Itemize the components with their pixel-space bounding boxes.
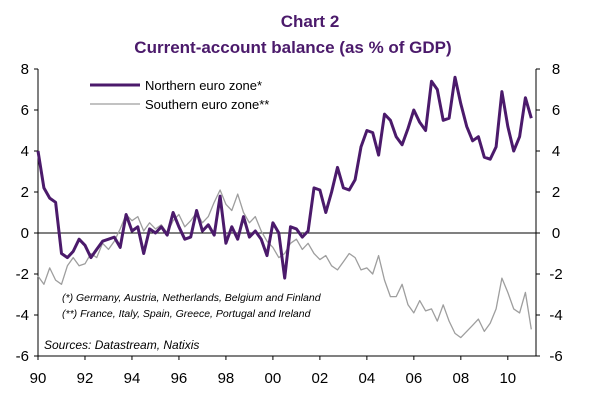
y-tick-label-left: 8	[21, 61, 29, 78]
y-tick-label-left: 6	[21, 102, 29, 119]
y-tick-label-right: 6	[552, 102, 560, 119]
x-tick-label: 92	[77, 370, 94, 387]
x-tick-label: 10	[499, 370, 516, 387]
y-tick-label-right: 2	[552, 184, 560, 201]
x-tick-label: 00	[265, 370, 282, 387]
series-line-northern	[36, 75, 533, 280]
y-tick-label-left: -6	[16, 348, 29, 365]
y-tick-label-right: -4	[549, 307, 562, 324]
y-tick-label-left: 0	[21, 225, 29, 242]
x-tick-label: 04	[359, 370, 376, 387]
chart-subtitle: Current-account balance (as % of GDP)	[134, 38, 451, 57]
y-tick-label-right: 4	[552, 143, 560, 160]
source-note: Sources: Datastream, Natixis	[44, 338, 199, 352]
y-tick-label-left: 2	[21, 184, 29, 201]
x-tick-label: 08	[452, 370, 469, 387]
legend-label-northern: Northern euro zone*	[145, 78, 262, 93]
plot-area: 8 86 64 42 20 0-2 -2-4 -4-6 -690 92 94 96 98 00 02 04 06…	[16, 61, 563, 387]
series-line-southern	[37, 189, 532, 339]
y-tick-label-right: -2	[549, 266, 562, 283]
x-tick-label: 02	[312, 370, 329, 387]
y-tick-label-left: -4	[16, 307, 29, 324]
chart-title: Chart 2	[281, 12, 340, 31]
x-tick-label: 06	[406, 370, 423, 387]
x-tick-label: 96	[171, 370, 188, 387]
footnote-southern: (**) France, Italy, Spain, Greece, Portu…	[62, 308, 312, 320]
x-tick-label: 90	[30, 370, 47, 387]
x-tick-label: 94	[124, 370, 141, 387]
x-tick-label: 98	[218, 370, 235, 387]
legend: Northern euro zone* Southern euro zone**	[90, 78, 269, 112]
y-tick-label-right: 0	[552, 225, 560, 242]
y-tick-label-left: 4	[21, 143, 29, 160]
legend-label-southern: Southern euro zone**	[145, 97, 269, 112]
footnote-northern: (*) Germany, Austria, Netherlands, Belgi…	[62, 292, 322, 304]
y-tick-label-right: 8	[552, 61, 560, 78]
y-tick-label-left: -2	[16, 266, 29, 283]
y-tick-label-right: -6	[549, 348, 562, 365]
